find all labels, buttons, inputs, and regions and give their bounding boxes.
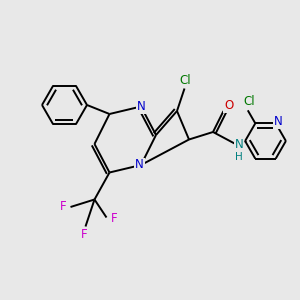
Text: O: O: [224, 99, 233, 112]
Text: H: H: [235, 152, 243, 163]
Text: Cl: Cl: [179, 74, 191, 87]
Text: N: N: [235, 137, 244, 151]
Text: F: F: [81, 228, 87, 242]
Text: N: N: [274, 115, 283, 128]
Text: N: N: [135, 158, 144, 172]
Text: Cl: Cl: [244, 95, 255, 108]
Text: N: N: [136, 100, 146, 113]
Text: F: F: [60, 200, 66, 214]
Text: F: F: [111, 212, 117, 226]
